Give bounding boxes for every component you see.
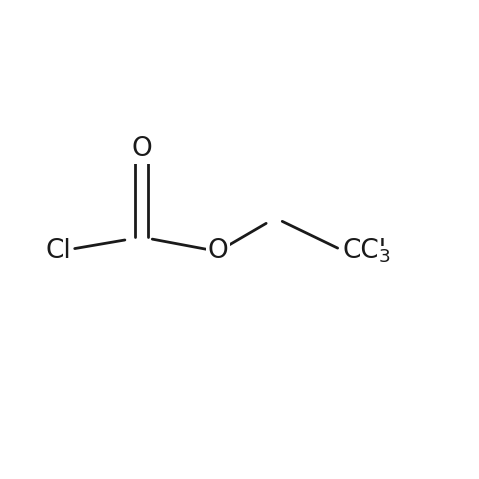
- Text: Cl: Cl: [45, 239, 71, 264]
- Text: O: O: [131, 136, 152, 162]
- Text: CCl: CCl: [342, 239, 386, 264]
- Text: O: O: [207, 239, 228, 264]
- Text: 3: 3: [379, 248, 391, 266]
